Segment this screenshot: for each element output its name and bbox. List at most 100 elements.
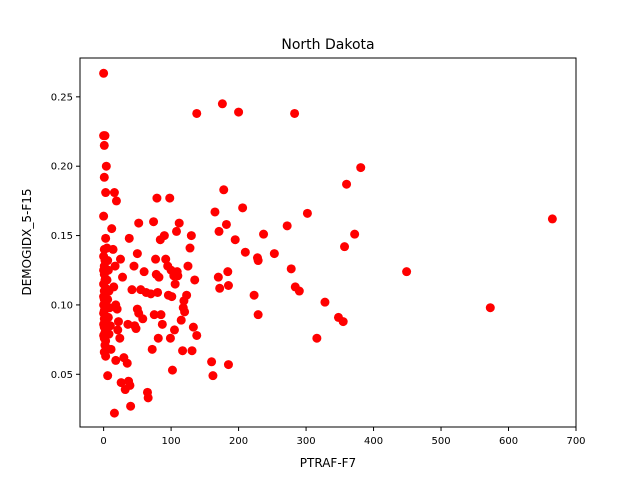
data-point [139,267,149,277]
y-tick-label: 0.05 [51,370,73,381]
data-point [249,290,259,300]
data-point [485,303,495,313]
data-point [149,217,159,227]
data-point [101,161,111,171]
data-point [116,378,126,388]
data-point [125,380,135,390]
data-point [113,325,123,335]
data-point [269,249,279,259]
data-point [152,193,162,203]
data-point [134,218,144,228]
chart-title: North Dakota [281,37,374,53]
x-axis-label: PTRAF-F7 [300,456,356,470]
data-point [217,99,227,109]
y-tick-label: 0.15 [51,231,73,242]
data-point [99,211,109,221]
data-point [124,233,134,243]
data-point [338,317,348,327]
plot-area [79,57,577,428]
data-point [320,297,330,307]
data-point [107,224,117,234]
data-point [230,235,240,245]
data-point [115,333,125,343]
data-point [167,292,177,302]
data-point [188,322,198,332]
data-point [207,357,217,367]
data-point [187,346,197,356]
data-point [214,226,224,236]
data-point [290,108,300,118]
data-point [101,351,111,361]
data-point [350,229,360,239]
data-point [176,315,186,325]
data-point [153,333,163,343]
data-point [190,275,200,285]
x-tick-label: 300 [297,436,316,447]
data-points [99,68,557,418]
data-point [213,272,223,282]
data-point [154,272,164,282]
data-point [286,264,296,274]
data-point [259,229,269,239]
data-point [146,289,156,299]
data-point [282,221,292,231]
data-point [118,272,128,282]
data-point [169,325,179,335]
data-point [234,107,244,117]
data-point [547,214,557,224]
data-point [172,226,182,236]
data-point [165,333,175,343]
data-point [102,275,112,285]
data-point [122,358,132,368]
data-point [342,179,352,189]
data-point [192,108,202,118]
data-point [123,319,133,329]
data-point [221,219,231,229]
data-point [111,355,121,365]
data-point [170,279,180,289]
x-tick-label: 700 [566,436,585,447]
data-point [100,131,110,141]
data-point [149,310,159,320]
x-tick-label: 600 [499,436,518,447]
data-point [104,329,114,339]
data-point [238,203,248,213]
x-tick-label: 500 [431,436,450,447]
data-point [111,196,121,206]
data-point [219,185,229,195]
x-tick-label: 100 [162,436,181,447]
y-axis: 0.05 0.10 0.15 0.20 0.25 [51,92,80,381]
data-point [106,344,116,354]
data-point [103,371,113,381]
data-point [185,243,195,253]
x-tick-label: 200 [229,436,248,447]
data-point [138,314,148,324]
data-point [312,333,322,343]
data-point [253,256,263,266]
data-point [153,287,163,297]
data-point [223,360,233,370]
data-point [180,307,190,317]
data-point [131,324,141,334]
y-axis-label: DEMOGIDX_5-F15 [20,188,34,295]
y-tick-label: 0.10 [51,300,73,311]
data-point [174,218,184,228]
data-point [159,231,169,241]
data-point [223,267,233,277]
data-point [99,68,109,78]
data-point [165,193,175,203]
data-point [101,188,111,198]
data-point [112,304,122,314]
data-point [108,244,118,254]
data-point [127,285,137,295]
data-point [151,254,161,264]
data-point [302,208,312,218]
data-point [147,344,157,354]
data-point [109,282,119,292]
data-point [340,242,350,252]
data-point [157,319,167,329]
data-point [156,310,166,320]
data-point [240,247,250,257]
data-point [402,267,412,277]
